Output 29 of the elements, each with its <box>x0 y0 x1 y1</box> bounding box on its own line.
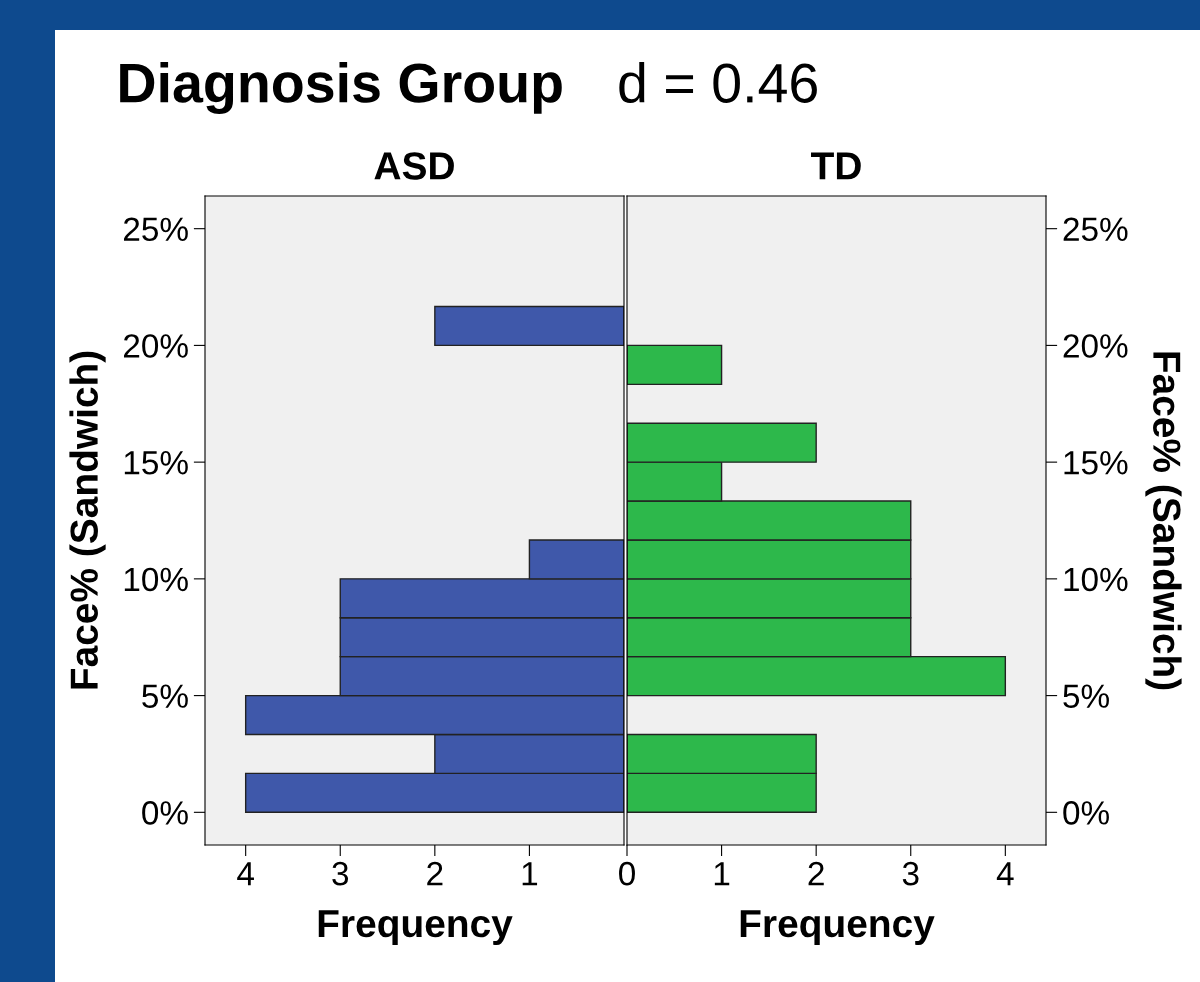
y-tick-label: 20% <box>123 334 188 358</box>
chart-title: ASD <box>374 152 454 180</box>
x-tick-label: 0 <box>619 861 635 886</box>
y-tick-label: 10% <box>124 567 188 592</box>
text: Diagnosis Group <box>120 61 562 115</box>
y-tick-label: 5% <box>142 684 188 708</box>
x-axis-title: Frequency <box>740 910 935 945</box>
x-tick-label: 4 <box>996 862 1014 886</box>
chart-title: TD <box>811 152 861 180</box>
y-tick-label: 20% <box>1063 334 1128 358</box>
x-axis-title: Frequency <box>318 910 513 945</box>
y-tick-label: 5% <box>1063 684 1109 708</box>
x-tick-label: 2 <box>808 861 824 886</box>
x-tick-label: 1 <box>522 862 538 886</box>
y-tick-label: 0% <box>1063 801 1109 825</box>
y-tick-label: 15% <box>124 451 188 475</box>
x-tick-label: 3 <box>902 861 919 886</box>
y-tick-label: 10% <box>1064 567 1128 592</box>
y-tick-label: 0% <box>142 801 188 825</box>
y-axis-title: Face% (Sandwich) <box>69 351 106 689</box>
text: d = 0.46 <box>619 62 817 103</box>
x-tick-label: 2 <box>427 861 443 886</box>
y-tick-label: 15% <box>1064 451 1128 475</box>
x-tick-label: 1 <box>714 862 730 886</box>
y-tick-label: 25% <box>1063 217 1128 242</box>
x-tick-label: 3 <box>332 861 349 886</box>
y-axis-title: Face% (Sandwich) <box>1145 352 1182 690</box>
y-tick-label: 25% <box>123 217 188 242</box>
x-tick-label: 4 <box>237 862 254 886</box>
